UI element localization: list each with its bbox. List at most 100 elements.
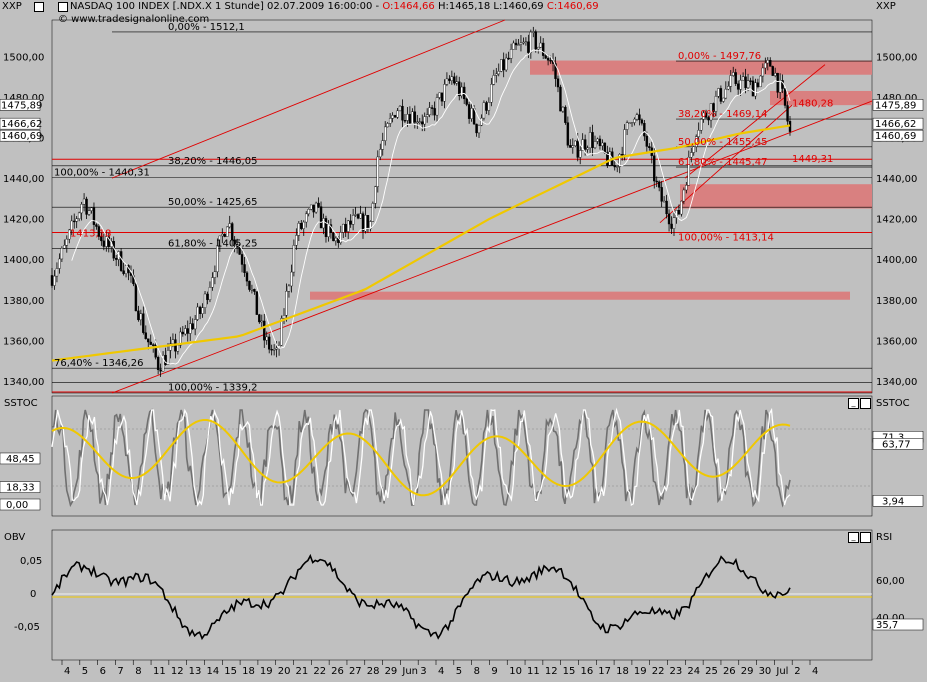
candle-body (208, 287, 212, 301)
candle-body (643, 123, 646, 137)
close-box-icon[interactable] (34, 2, 44, 12)
price-marker-label: 1466,62 (1, 119, 42, 130)
candle-body (514, 42, 518, 46)
moving-average-line (51, 124, 791, 362)
sstoc-maximize-button[interactable] (860, 398, 871, 409)
candle-body (179, 331, 182, 346)
candle-body (707, 117, 710, 121)
candle-body (137, 310, 140, 321)
right-tag: XXP (876, 1, 896, 12)
y-tick-label: 1360,00 (3, 336, 44, 347)
candle-body (100, 236, 103, 242)
candle-body (324, 218, 328, 238)
candle-body (223, 233, 226, 237)
candle-body (660, 187, 663, 202)
candle-body (583, 139, 587, 150)
candle-body (695, 136, 698, 147)
candle-body (166, 350, 170, 365)
candle-body (238, 247, 241, 255)
x-tick-label: 11 (527, 666, 540, 677)
candle-body (342, 223, 345, 233)
candle-body (485, 102, 488, 111)
candle-body (655, 180, 658, 183)
candle-body (517, 44, 520, 46)
y-tick-label: 1500,00 (876, 52, 917, 63)
candle-body (509, 49, 513, 59)
candle-body (571, 145, 574, 148)
candle-body (401, 105, 404, 121)
fib-label: 0,00% - 1512,1 (168, 22, 245, 33)
candle-body (445, 78, 449, 85)
candle-body (381, 140, 384, 150)
candle-body (736, 83, 740, 90)
x-tick-label: 24 (687, 666, 700, 677)
sstoc-right-title: SSTOC (876, 398, 910, 409)
candle-body (529, 31, 533, 53)
candle-body (719, 88, 723, 102)
candle-body (75, 218, 78, 222)
candle-body (685, 185, 688, 191)
candle-body (156, 357, 160, 371)
x-tick-label: 15 (224, 666, 237, 677)
candle-body (648, 146, 651, 148)
candle-body (430, 107, 434, 109)
x-tick-label: 17 (598, 666, 611, 677)
candle-body (396, 110, 399, 118)
candle-body (692, 146, 695, 153)
candle-body (366, 215, 370, 230)
candle-body (699, 119, 703, 131)
y-tick-label: 1440,00 (3, 174, 44, 185)
candle-body (773, 72, 777, 76)
candle-body (697, 130, 700, 137)
candle-body (361, 213, 365, 232)
sstoc-left-label: 48,45 (6, 454, 35, 465)
resistance-zone (770, 90, 872, 106)
candle-body (657, 181, 661, 188)
candle-body (359, 213, 362, 219)
sstoc-right-label: 3,94 (882, 496, 904, 507)
candle-body (346, 220, 350, 232)
candle-body (139, 313, 143, 321)
candle-body (230, 223, 234, 240)
candle-body (653, 155, 656, 182)
candle-body (448, 78, 451, 81)
checkbox-icon[interactable] (58, 2, 68, 12)
price-marker-box (0, 99, 41, 111)
candle-body (633, 118, 636, 123)
candle-body (191, 323, 194, 330)
candle-body (421, 121, 424, 125)
candle-body (596, 138, 599, 142)
candle-body (216, 245, 219, 273)
candle-body (82, 198, 86, 205)
obv-maximize-button[interactable] (860, 532, 871, 543)
candle-body (384, 126, 387, 141)
candle-body (628, 122, 631, 124)
candle-body (500, 59, 503, 72)
candle-body (640, 119, 644, 124)
candle-body (398, 105, 402, 112)
candle-body (761, 67, 765, 77)
x-tick-label: 20 (278, 666, 291, 677)
obv-minimize-button[interactable]: _ (848, 532, 859, 543)
candle-body (272, 349, 276, 351)
x-tick-label: 23 (670, 666, 683, 677)
channel-bottom-line (111, 100, 873, 394)
candle-body (495, 73, 498, 76)
candle-body (391, 115, 394, 119)
candle-body (408, 114, 412, 124)
candle-body (169, 343, 172, 351)
candle-body (218, 235, 222, 246)
candle-body (783, 88, 787, 106)
candle-body (189, 323, 192, 334)
candle-body (477, 125, 481, 134)
sstoc-signal-line (51, 418, 791, 497)
candle-body (364, 215, 367, 232)
x-tick-label: 26 (331, 666, 344, 677)
candle-body (546, 58, 550, 61)
obv-title: OBV (4, 532, 26, 543)
candle-body (724, 88, 728, 99)
candle-body (147, 338, 150, 343)
candle-body (351, 215, 355, 225)
sstoc-minimize-button[interactable]: _ (848, 398, 859, 409)
x-tick-label: 4 (812, 666, 818, 677)
